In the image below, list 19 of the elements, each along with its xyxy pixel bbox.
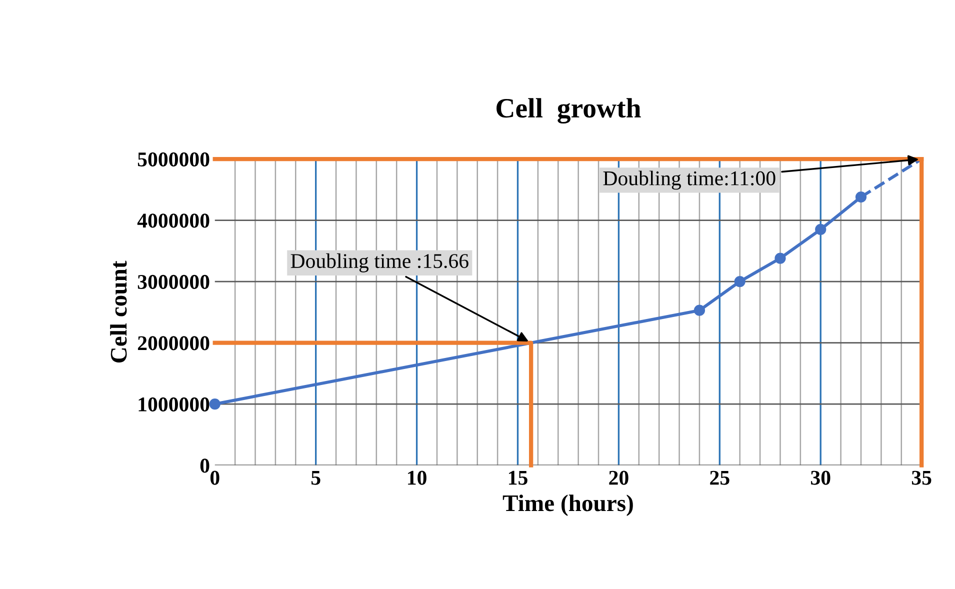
y-tick-label: 3000000: [138, 274, 210, 289]
y-axis-title: Cell count: [110, 260, 127, 362]
annotation: Doubling time:11:00: [603, 170, 776, 190]
chart-title: Cell growth: [496, 98, 641, 124]
x-axis-title: Time (hours): [502, 494, 633, 516]
annotation: Doubling time :15.66: [290, 253, 468, 272]
y-tick-label: 1000000: [138, 397, 210, 412]
x-tick-label: 0: [210, 470, 220, 485]
x-tick-label: 10: [408, 470, 426, 485]
x-tick-label: 35: [912, 470, 932, 485]
x-tick-label: 15: [509, 470, 528, 485]
x-tick-label: 5: [311, 470, 320, 485]
y-tick-label: 2000000: [138, 336, 210, 350]
x-tick-label: 20: [609, 470, 628, 485]
x-tick-label: 25: [710, 470, 730, 485]
y-tick-label: 0: [200, 458, 210, 473]
x-tick-label: 30: [810, 470, 830, 485]
y-tick-label: 4000000: [137, 214, 210, 228]
y-tick-label: 5000000: [138, 152, 210, 166]
